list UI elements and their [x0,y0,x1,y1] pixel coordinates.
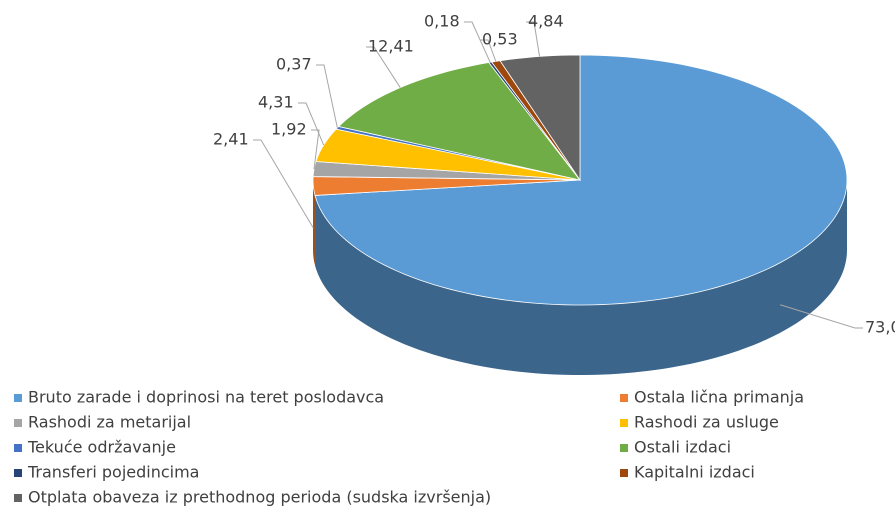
legend-label: Transferi pojedincima [27,463,199,482]
leader-line [366,46,401,88]
leader-line [464,21,491,63]
leader-line [253,139,314,229]
slice-side [315,180,848,375]
slice [337,62,581,181]
legend-swatch [14,444,22,452]
leader-line [298,102,325,146]
legend-swatch [620,394,628,402]
data-label: 1,92 [271,120,307,139]
slice-side [313,180,316,266]
legend-label: Tekuće održavanje [27,438,176,457]
slice-side-shade [313,180,316,266]
slice [312,176,581,196]
legend-swatch [620,419,628,427]
legend-swatch [14,494,22,502]
leader-line [526,21,541,57]
leader-line [480,39,497,62]
slice [314,54,848,306]
slice [499,54,581,182]
data-label: 2,41 [213,130,249,149]
legend-swatch [14,394,22,402]
data-label: 4,84 [528,12,564,31]
data-label: 0,53 [482,30,518,49]
legend-label: Otplata obaveza iz prethodnog perioda (s… [28,488,491,507]
legend-label: Rashodi za usluge [634,413,779,432]
legend-swatch [14,419,22,427]
legend-label: Kapitalni izdaci [634,463,755,482]
data-label: 0,37 [276,55,312,74]
leader-line [316,64,338,128]
legend-swatch [620,469,628,477]
legend-swatch [14,469,22,477]
data-label: 4,31 [258,93,294,112]
legend-label: Ostala lična primanja [634,388,804,407]
legend-label: Rashodi za metarijal [28,413,191,432]
legend-label: Bruto zarade i doprinosi na teret poslod… [28,388,384,407]
leader-line [311,129,320,170]
slice-side-shade [315,180,848,375]
leader-line [779,304,863,329]
data-label: 0,18 [424,12,460,31]
slice [315,128,581,181]
data-label: 12,41 [368,37,414,56]
data-label: 73,03 [865,318,895,337]
legend-swatch [620,444,628,452]
legend-label: Ostali izdaci [634,438,731,457]
